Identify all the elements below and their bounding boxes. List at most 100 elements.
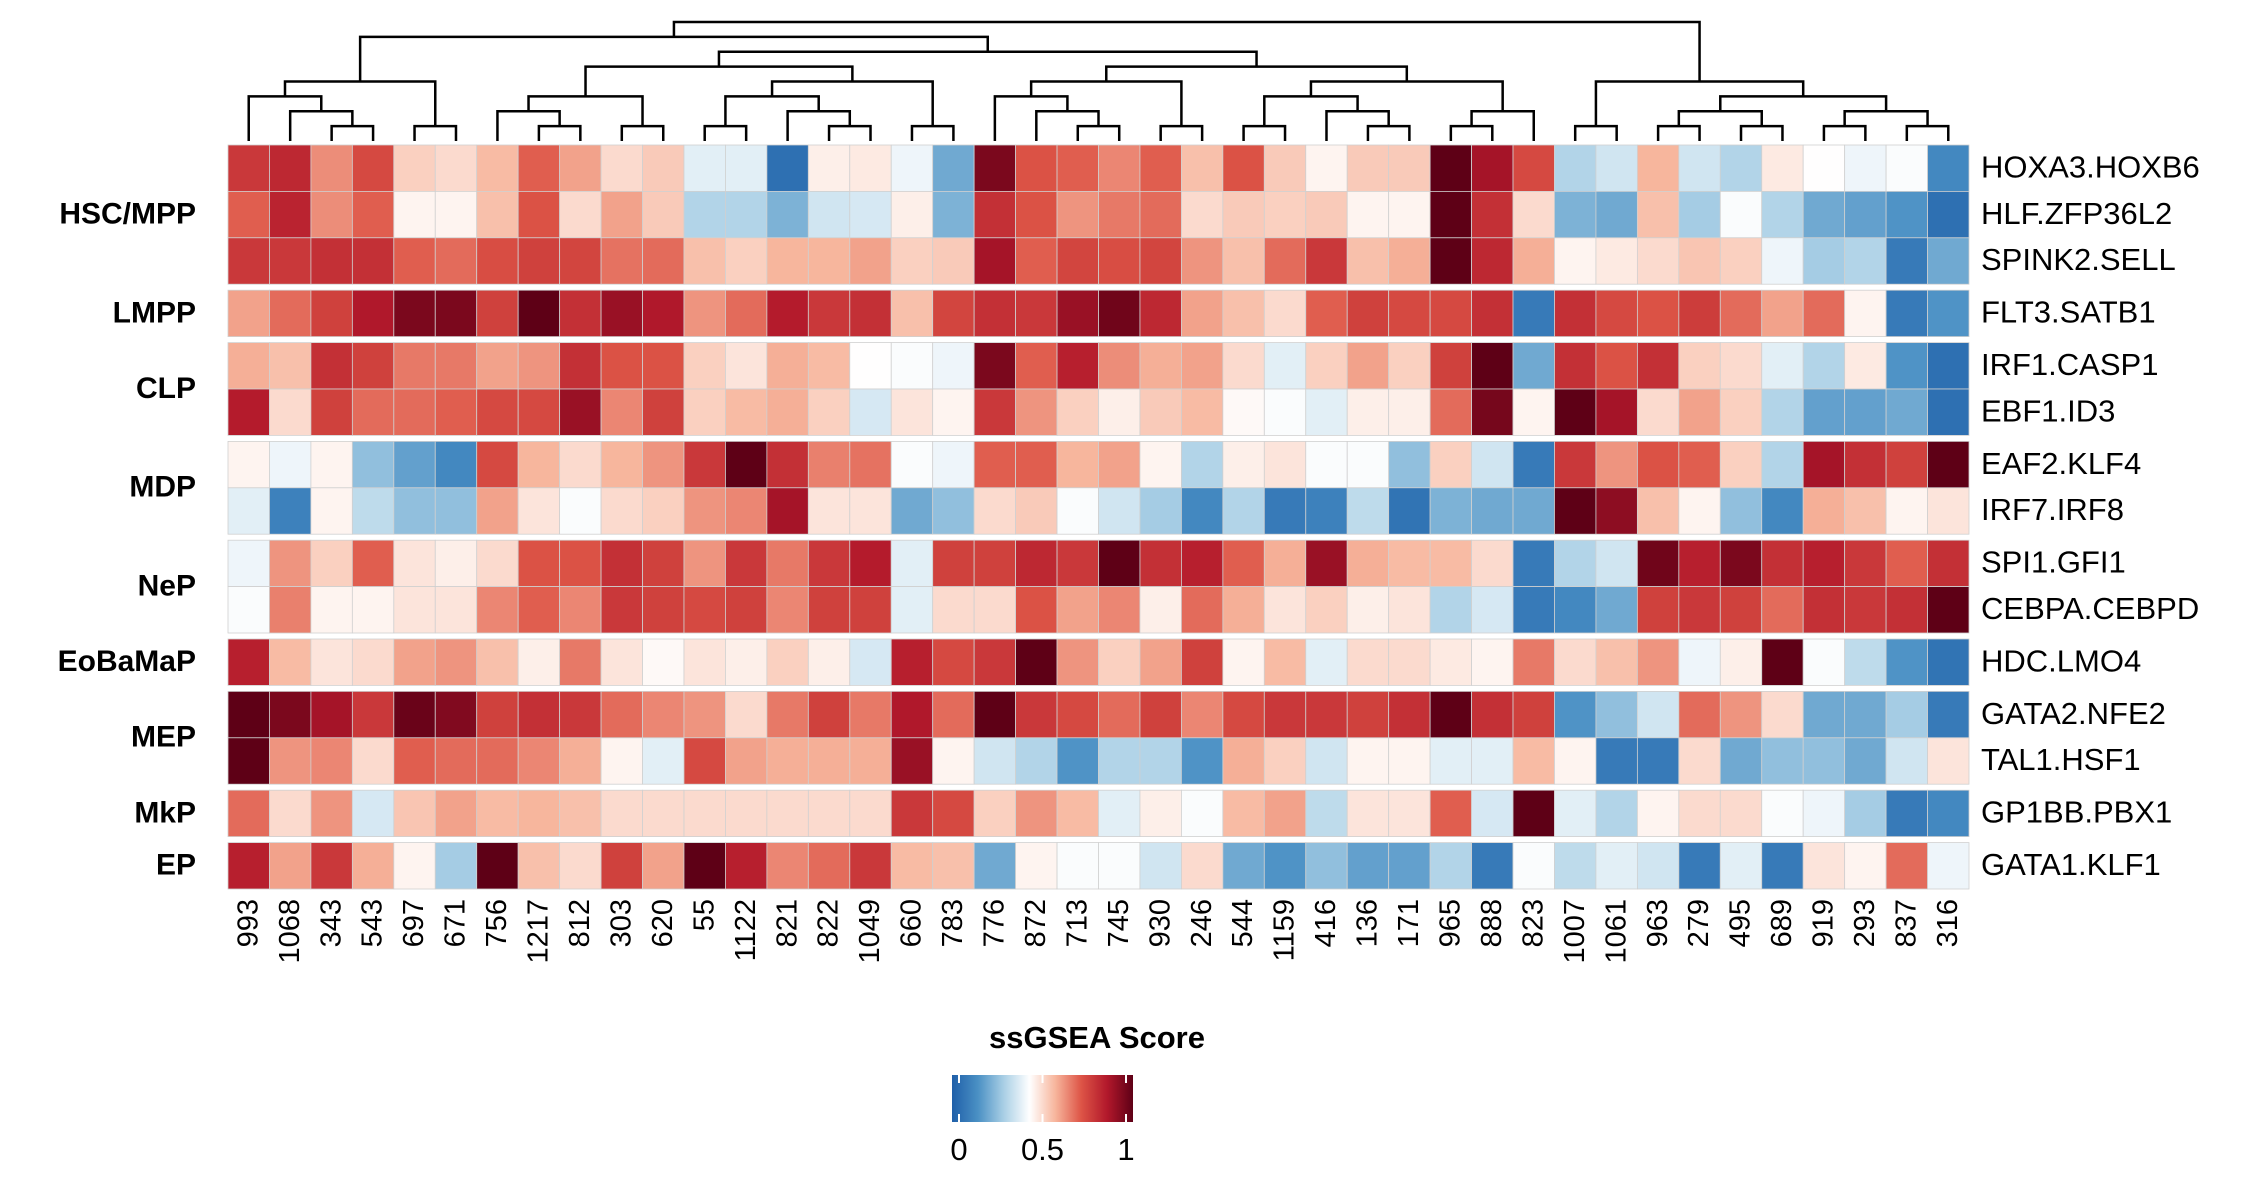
heatmap-cell <box>1636 638 1680 686</box>
heatmap-cell <box>683 737 726 785</box>
heatmap-cell <box>725 691 768 739</box>
heatmap-cell <box>1222 789 1265 838</box>
heatmap-cell <box>1761 237 1804 285</box>
heatmap-cell <box>1719 789 1763 838</box>
heatmap-cell <box>1927 789 1970 838</box>
heatmap-cell <box>1554 737 1597 785</box>
heatmap-cell <box>434 842 478 890</box>
column-label: 1049 <box>854 899 886 964</box>
heatmap-cell <box>725 737 768 785</box>
heatmap-cell <box>1761 388 1804 436</box>
heatmap-cell <box>642 342 685 390</box>
heatmap-cell <box>227 487 270 535</box>
heatmap-cell <box>1346 789 1390 838</box>
heatmap-cell <box>1222 190 1265 239</box>
heatmap-cell <box>476 388 519 436</box>
heatmap-cell <box>642 190 685 239</box>
heatmap-cell <box>1429 586 1472 634</box>
heatmap-cell <box>517 190 561 239</box>
heatmap-cell <box>434 789 478 838</box>
heatmap-cell <box>1056 586 1099 634</box>
heatmap-cell <box>973 539 1016 588</box>
heatmap-cell <box>1429 342 1472 390</box>
heatmap-cell <box>351 190 395 239</box>
heatmap-cell <box>1388 638 1431 686</box>
row-label: TAL1.HSF1 <box>1981 742 2141 777</box>
heatmap-cell <box>1305 190 1348 239</box>
heatmap-cell <box>932 737 975 785</box>
heatmap-cell <box>683 388 726 436</box>
group-label: EP <box>156 849 196 882</box>
heatmap-cell <box>1388 440 1431 489</box>
heatmap-cell <box>725 539 768 588</box>
heatmap-cell <box>1719 638 1763 686</box>
heatmap-cell <box>1098 144 1141 192</box>
heatmap-cell <box>227 144 270 192</box>
heatmap-cell <box>1844 638 1887 686</box>
heatmap-cell <box>1885 289 1928 338</box>
heatmap-cell <box>434 691 478 739</box>
heatmap-cell <box>1181 190 1224 239</box>
legend-title: ssGSEA Score <box>989 1020 1205 1055</box>
heatmap-cell <box>807 789 851 838</box>
heatmap-cell <box>517 842 561 890</box>
heatmap-cell <box>1388 289 1431 338</box>
heatmap-cell <box>517 539 561 588</box>
heatmap-cell <box>973 289 1016 338</box>
heatmap-cell <box>1678 638 1721 686</box>
heatmap-cell <box>269 190 312 239</box>
heatmap-cell <box>351 539 395 588</box>
heatmap-cell <box>1844 737 1887 785</box>
heatmap-cell <box>890 144 934 192</box>
heatmap-cell <box>807 586 851 634</box>
heatmap-cell <box>1761 638 1804 686</box>
heatmap-cell <box>1098 737 1141 785</box>
heatmap-cell <box>227 289 270 338</box>
heatmap-cell <box>766 144 809 192</box>
heatmap-cell <box>1429 440 1472 489</box>
heatmap-cell <box>1927 289 1970 338</box>
heatmap-cell <box>1927 638 1970 686</box>
heatmap-cell <box>642 237 685 285</box>
heatmap-cell <box>517 342 561 390</box>
heatmap-cell <box>849 440 892 489</box>
heatmap-cell <box>973 144 1016 192</box>
heatmap-cell <box>1471 539 1514 588</box>
heatmap-cell <box>1554 842 1597 890</box>
column-label: 993 <box>232 899 264 947</box>
heatmap-cell <box>351 144 395 192</box>
heatmap-cell <box>807 144 851 192</box>
heatmap-cell <box>1512 789 1555 838</box>
heatmap-cell <box>1885 539 1928 588</box>
heatmap-cell <box>973 190 1016 239</box>
heatmap-cell <box>1512 737 1555 785</box>
group-label: CLP <box>136 372 196 405</box>
heatmap-cell <box>1554 539 1597 588</box>
heatmap-cell <box>1844 342 1887 390</box>
heatmap-cell <box>1636 289 1680 338</box>
heatmap-cell <box>559 586 602 634</box>
heatmap-cell <box>227 691 270 739</box>
heatmap-cell <box>1636 586 1680 634</box>
heatmap-cell <box>1429 190 1472 239</box>
heatmap-cell <box>1471 237 1514 285</box>
heatmap-cell <box>434 388 478 436</box>
heatmap-cell <box>766 737 809 785</box>
heatmap-cell <box>1802 342 1846 390</box>
group-label: MEP <box>131 721 196 754</box>
heatmap-cell <box>1139 487 1182 535</box>
heatmap-cell <box>1388 737 1431 785</box>
heatmap-cell <box>1056 190 1099 239</box>
heatmap-cell <box>476 342 519 390</box>
heatmap-cell <box>310 144 353 192</box>
heatmap-cell <box>849 190 892 239</box>
heatmap-cell <box>1015 487 1058 535</box>
heatmap-cell <box>1636 144 1680 192</box>
row-label: IRF7.IRF8 <box>1981 492 2124 527</box>
heatmap-cell <box>1471 342 1514 390</box>
heatmap-cell <box>269 237 312 285</box>
heatmap-cell <box>227 539 270 588</box>
heatmap-cell <box>1844 586 1887 634</box>
heatmap-cell <box>1512 638 1555 686</box>
heatmap-cell <box>1719 342 1763 390</box>
